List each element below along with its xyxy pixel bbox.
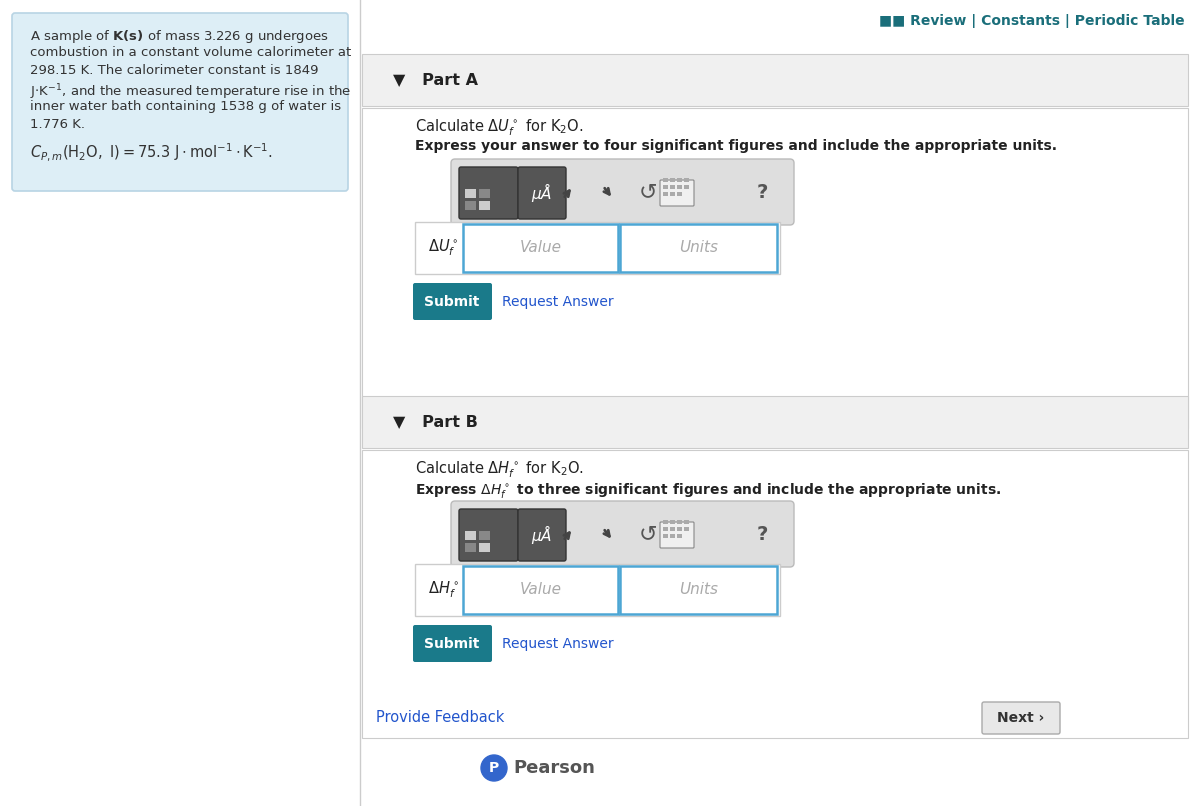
- Text: P: P: [488, 761, 499, 775]
- FancyBboxPatch shape: [684, 520, 689, 524]
- FancyBboxPatch shape: [362, 450, 1188, 738]
- FancyBboxPatch shape: [479, 189, 490, 198]
- FancyBboxPatch shape: [620, 566, 778, 614]
- Text: Units: Units: [679, 583, 719, 597]
- FancyBboxPatch shape: [413, 283, 492, 320]
- FancyBboxPatch shape: [677, 520, 682, 524]
- FancyBboxPatch shape: [451, 501, 794, 567]
- Text: Express your answer to four significant figures and include the appropriate unit: Express your answer to four significant …: [415, 139, 1057, 153]
- Text: Calculate $\Delta U_f^\circ$ for $\mathrm{K_2O}$.: Calculate $\Delta U_f^\circ$ for $\mathr…: [415, 117, 583, 138]
- Text: Request Answer: Request Answer: [502, 295, 613, 309]
- Text: ■■ Review | Constants | Periodic Table: ■■ Review | Constants | Periodic Table: [880, 14, 1186, 28]
- FancyBboxPatch shape: [670, 178, 674, 182]
- Text: $C_{P,m}(\mathrm{H_2O,\ l}) = 75.3\ \mathrm{J \cdot mol^{-1} \cdot K^{-1}}.$: $C_{P,m}(\mathrm{H_2O,\ l}) = 75.3\ \mat…: [30, 141, 274, 163]
- FancyBboxPatch shape: [413, 625, 492, 662]
- Text: Submit: Submit: [425, 295, 480, 309]
- FancyBboxPatch shape: [362, 54, 1188, 106]
- FancyBboxPatch shape: [670, 185, 674, 189]
- Text: Pearson: Pearson: [514, 759, 595, 777]
- Text: Value: Value: [520, 240, 562, 256]
- Text: $\Delta H_f^\circ$ =: $\Delta H_f^\circ$ =: [428, 580, 479, 600]
- FancyBboxPatch shape: [670, 534, 674, 538]
- Text: $\Delta U_f^\circ$ =: $\Delta U_f^\circ$ =: [428, 238, 478, 258]
- FancyBboxPatch shape: [362, 396, 1188, 448]
- FancyBboxPatch shape: [670, 527, 674, 531]
- FancyBboxPatch shape: [662, 192, 668, 196]
- Text: J$\cdot$K$^{-1}$, and the measured temperature rise in the: J$\cdot$K$^{-1}$, and the measured tempe…: [30, 82, 352, 102]
- FancyBboxPatch shape: [466, 201, 476, 210]
- Text: $\mu\AA$: $\mu\AA$: [532, 524, 553, 546]
- FancyBboxPatch shape: [451, 159, 794, 225]
- FancyBboxPatch shape: [415, 564, 780, 616]
- FancyBboxPatch shape: [463, 566, 618, 614]
- Circle shape: [481, 755, 508, 781]
- Text: 298.15 K. The calorimeter constant is 1849: 298.15 K. The calorimeter constant is 18…: [30, 64, 318, 77]
- FancyBboxPatch shape: [620, 224, 778, 272]
- Text: ▼   Part A: ▼ Part A: [394, 73, 478, 88]
- Text: ?: ?: [756, 525, 768, 543]
- FancyBboxPatch shape: [466, 543, 476, 552]
- Text: $\mu\AA$: $\mu\AA$: [532, 181, 553, 205]
- FancyBboxPatch shape: [662, 527, 668, 531]
- FancyBboxPatch shape: [466, 189, 476, 198]
- Text: 1.776 K.: 1.776 K.: [30, 118, 85, 131]
- Text: Value: Value: [520, 583, 562, 597]
- FancyBboxPatch shape: [662, 520, 668, 524]
- FancyBboxPatch shape: [518, 509, 566, 561]
- FancyBboxPatch shape: [362, 108, 1188, 428]
- Text: Units: Units: [679, 240, 719, 256]
- Text: inner water bath containing 1538 g of water is: inner water bath containing 1538 g of wa…: [30, 100, 341, 113]
- FancyBboxPatch shape: [463, 224, 618, 272]
- FancyBboxPatch shape: [518, 167, 566, 219]
- Text: Next ›: Next ›: [997, 711, 1045, 725]
- Text: Provide Feedback: Provide Feedback: [376, 711, 504, 725]
- FancyBboxPatch shape: [415, 222, 780, 274]
- FancyBboxPatch shape: [684, 178, 689, 182]
- FancyBboxPatch shape: [479, 543, 490, 552]
- FancyBboxPatch shape: [479, 531, 490, 540]
- FancyBboxPatch shape: [677, 185, 682, 189]
- Text: A sample of $\mathbf{K(s)}$ of mass 3.226 g undergoes: A sample of $\mathbf{K(s)}$ of mass 3.22…: [30, 28, 329, 45]
- FancyBboxPatch shape: [660, 522, 694, 548]
- Text: Submit: Submit: [425, 637, 480, 651]
- FancyBboxPatch shape: [670, 192, 674, 196]
- FancyBboxPatch shape: [677, 534, 682, 538]
- FancyBboxPatch shape: [466, 531, 476, 540]
- FancyBboxPatch shape: [677, 178, 682, 182]
- Text: ?: ?: [756, 182, 768, 202]
- FancyBboxPatch shape: [684, 185, 689, 189]
- FancyBboxPatch shape: [662, 178, 668, 182]
- FancyBboxPatch shape: [677, 527, 682, 531]
- Text: ↺: ↺: [638, 182, 658, 202]
- Text: Express $\Delta H_f^\circ$ to three significant figures and include the appropri: Express $\Delta H_f^\circ$ to three sign…: [415, 481, 1001, 500]
- FancyBboxPatch shape: [662, 534, 668, 538]
- FancyBboxPatch shape: [479, 201, 490, 210]
- FancyBboxPatch shape: [677, 192, 682, 196]
- FancyBboxPatch shape: [670, 520, 674, 524]
- FancyBboxPatch shape: [12, 13, 348, 191]
- FancyBboxPatch shape: [982, 702, 1060, 734]
- FancyBboxPatch shape: [458, 509, 518, 561]
- FancyBboxPatch shape: [660, 180, 694, 206]
- Text: ▼   Part B: ▼ Part B: [394, 414, 478, 430]
- Text: ↺: ↺: [638, 524, 658, 544]
- FancyBboxPatch shape: [684, 527, 689, 531]
- FancyBboxPatch shape: [662, 185, 668, 189]
- FancyBboxPatch shape: [458, 167, 518, 219]
- Text: Calculate $\Delta H_f^\circ$ for $\mathrm{K_2O}$.: Calculate $\Delta H_f^\circ$ for $\mathr…: [415, 459, 583, 480]
- Text: combustion in a constant volume calorimeter at: combustion in a constant volume calorime…: [30, 46, 352, 59]
- Text: Request Answer: Request Answer: [502, 637, 613, 651]
